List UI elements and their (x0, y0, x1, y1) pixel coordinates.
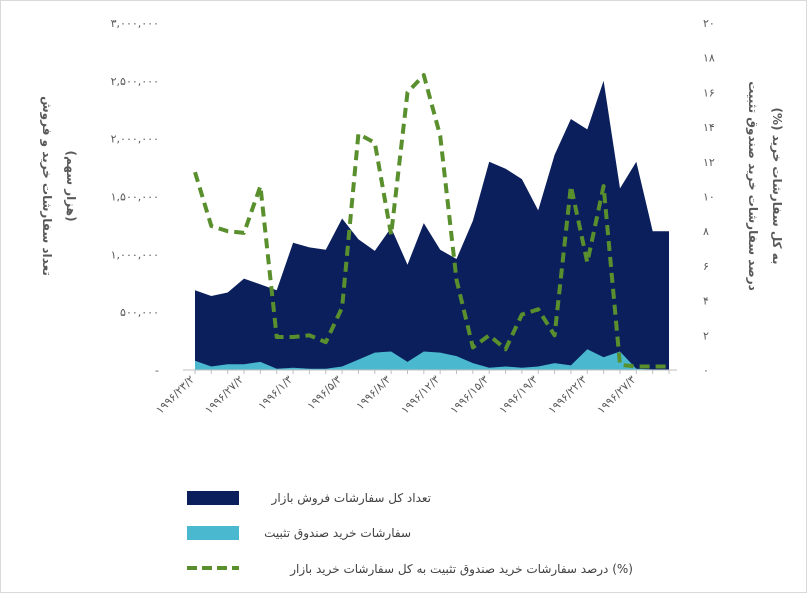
x-tick-label: ۱۹۹۶/۱۵/۳ (448, 373, 492, 417)
right-tick-label: ۴ (703, 295, 709, 308)
left-axis-unit: (هزار سهم) (64, 150, 78, 221)
left-tick-label: ۲,۵۰۰,۰۰۰ (111, 75, 159, 88)
right-tick-label: ۱۸ (703, 52, 715, 65)
x-tick-label: ۱۹۹۶/۲۷/۳ (595, 373, 639, 417)
legend-label-sell-orders: تعداد کل سفارشات فروش بازار (271, 491, 431, 506)
left-axis-title: تعداد سفارشات خرید و فروش (39, 96, 54, 276)
x-tick-label: ۱۹۹۶/۱۹/۳ (497, 373, 541, 417)
legend-label-fund-buy: سفارشات خرید صندوق تثبیت (264, 526, 411, 541)
x-tick-label: ۱۹۹۶/۵/۳ (305, 373, 345, 413)
left-tick-label: ۱,۰۰۰,۰۰۰ (111, 248, 159, 261)
legend-swatch-fund-buy (187, 526, 239, 540)
right-tick-label: ۱۲ (703, 156, 715, 169)
right-y-tick-labels: ۰ ۲ ۴ ۶ ۸ ۱۰ ۱۲ ۱۴ ۱۶ ۱۸ ۲۰ (703, 17, 715, 377)
right-axis-title-2: (%) به کل سفارشات خرید (770, 108, 784, 265)
left-y-tick-labels: - ۵۰۰,۰۰۰ ۱,۰۰۰,۰۰۰ ۱,۵۰۰,۰۰۰ ۲,۰۰۰,۰۰۰ ۲,۵۰۰… (111, 17, 159, 377)
right-tick-label: ۰ (703, 364, 709, 377)
x-tick-label: ۱۹۹۶/۲۳/۲ (153, 373, 197, 417)
x-tick-labels: ۱۹۹۶/۲۳/۲ ۱۹۹۶/۲۷/۲ ۱۹۹۶/۱/۳ ۱۹۹۶/۵/۳ ۱۹۹۶/۸… (153, 373, 638, 417)
right-tick-label: ۲ (703, 329, 709, 342)
left-tick-label: ۵۰۰,۰۰۰ (120, 306, 159, 319)
left-tick-label: ۲,۰۰۰,۰۰۰ (111, 133, 159, 146)
x-tick-label: ۱۹۹۶/۲۷/۲ (202, 373, 246, 417)
x-tick-label: ۱۹۹۶/۸/۳ (354, 373, 394, 413)
right-tick-label: ۱۰ (703, 191, 715, 204)
right-tick-label: ۱۴ (703, 121, 715, 134)
right-tick-label: ۸ (703, 225, 709, 238)
right-tick-label: ۶ (703, 260, 709, 273)
legend-swatch-sell-orders (187, 491, 239, 505)
left-tick-label: - (155, 364, 159, 377)
x-tick-label: ۱۹۹۶/۱۲/۳ (399, 373, 443, 417)
x-tick-label: ۱۹۹۶/۲۲/۳ (546, 373, 590, 417)
legend: تعداد کل سفارشات فروش بازار سفارشات خرید… (187, 491, 633, 577)
legend-label-percent-line: درصد سفارشات خرید صندوق تثبیت به کل سفار… (289, 562, 633, 577)
right-axis-title: درصد سفارشات خرید صندوق تثبیت (745, 81, 760, 291)
left-tick-label: ۳,۰۰۰,۰۰۰ (111, 17, 159, 30)
left-tick-label: ۱,۵۰۰,۰۰۰ (111, 191, 159, 204)
x-tick-label: ۱۹۹۶/۱/۳ (256, 373, 296, 413)
right-tick-label: ۱۶ (703, 86, 715, 99)
right-tick-label: ۲۰ (703, 17, 715, 30)
